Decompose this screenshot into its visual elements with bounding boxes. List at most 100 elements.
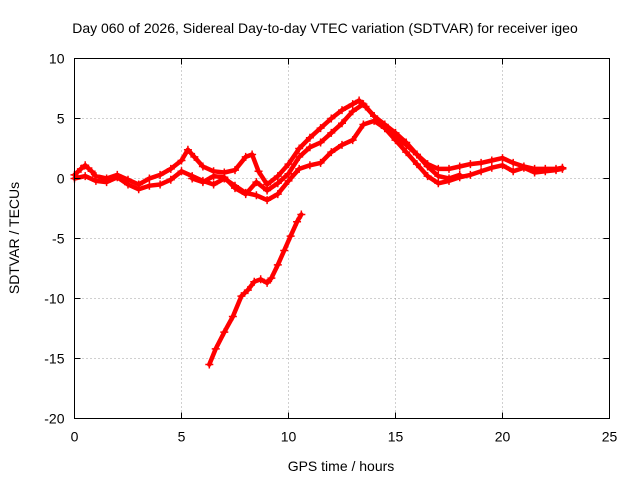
data-point: [134, 185, 143, 194]
data-point: [558, 164, 567, 173]
data-point: [477, 158, 486, 167]
y-tick-label: -10: [44, 291, 64, 307]
data-point: [87, 167, 96, 176]
data-point: [198, 178, 207, 187]
x-axis-title: GPS time / hours: [288, 458, 395, 474]
data-point: [284, 160, 293, 169]
data-point: [455, 162, 464, 171]
data-point: [81, 161, 90, 170]
x-tick-label: 5: [178, 429, 186, 445]
data-point: [241, 152, 250, 161]
y-tick-label: -20: [44, 411, 64, 427]
data-point: [316, 158, 325, 167]
data-point: [145, 181, 154, 190]
chart-title: Day 060 of 2026, Sidereal Day-to-day VTE…: [72, 20, 578, 36]
data-point: [509, 158, 518, 167]
y-tick-label: -5: [52, 231, 65, 247]
y-axis-title: SDTVAR / TECUs: [6, 182, 22, 294]
data-point: [295, 164, 304, 173]
data-point: [263, 196, 272, 205]
data-point: [370, 112, 379, 121]
data-point: [243, 286, 252, 295]
data-point: [205, 360, 214, 369]
data-point: [156, 170, 165, 179]
data-point: [145, 174, 154, 183]
data-point: [316, 138, 325, 147]
data-point: [248, 150, 257, 159]
data-point: [391, 136, 400, 145]
x-tick-label: 25: [602, 429, 618, 445]
data-point: [455, 170, 464, 179]
data-point: [252, 178, 261, 187]
data-point: [445, 174, 453, 183]
data-point: [434, 172, 443, 181]
x-tick-label: 20: [495, 429, 511, 445]
data-point: [256, 275, 265, 284]
y-tick-label: 5: [57, 111, 65, 127]
data-point: [273, 190, 282, 199]
data-point: [519, 163, 528, 172]
data-point: [305, 143, 314, 152]
data-point: [284, 169, 293, 178]
data-point: [295, 144, 304, 153]
data-point: [228, 312, 237, 321]
series-layer: [70, 96, 567, 369]
data-point: [445, 164, 453, 173]
data-point: [434, 164, 443, 173]
data-point: [348, 136, 357, 145]
data-point: [113, 173, 122, 182]
data-point: [166, 175, 175, 184]
data-point: [190, 152, 199, 161]
data-point: [477, 167, 486, 176]
data-point: [198, 162, 207, 171]
data-point: [273, 172, 282, 181]
data-point: [231, 184, 239, 193]
data-point: [177, 156, 186, 165]
data-point: [434, 179, 443, 188]
data-point: [338, 106, 346, 115]
data-point: [237, 292, 246, 301]
data-point: [254, 167, 263, 176]
data-point: [250, 277, 259, 286]
data-point: [124, 180, 132, 189]
data-point: [338, 140, 346, 149]
data-point: [327, 128, 336, 137]
data-point: [355, 96, 364, 105]
data-point: [466, 160, 475, 169]
data-point: [286, 232, 295, 241]
x-tick-label: 10: [281, 429, 297, 445]
data-point: [552, 166, 560, 175]
x-tick-label: 0: [71, 429, 79, 445]
data-point: [530, 168, 539, 177]
data-point: [156, 180, 165, 189]
data-point: [273, 260, 282, 269]
data-point: [498, 161, 507, 170]
data-point: [305, 133, 314, 142]
data-point: [91, 176, 100, 185]
data-point: [359, 120, 368, 129]
data-point: [297, 210, 306, 219]
data-point: [498, 154, 507, 163]
data-point: [252, 191, 261, 200]
y-tick-label: 10: [49, 51, 65, 67]
data-point: [102, 178, 111, 187]
data-point: [391, 128, 400, 137]
data-point: [402, 138, 411, 147]
data-point: [423, 162, 432, 171]
data-point: [280, 246, 289, 255]
data-point: [402, 148, 411, 157]
data-point: [293, 217, 302, 226]
x-tick-label: 15: [388, 429, 404, 445]
data-point: [81, 172, 90, 181]
data-point: [177, 167, 186, 176]
data-point: [487, 163, 496, 172]
data-point: [380, 120, 389, 129]
data-point: [509, 167, 518, 176]
data-point: [267, 274, 276, 283]
x-axis: 0 5 10 15 20 25: [71, 58, 618, 445]
data-point: [327, 114, 336, 123]
data-point: [423, 172, 432, 181]
data-point: [295, 152, 304, 161]
grid-lines: [74, 58, 610, 419]
